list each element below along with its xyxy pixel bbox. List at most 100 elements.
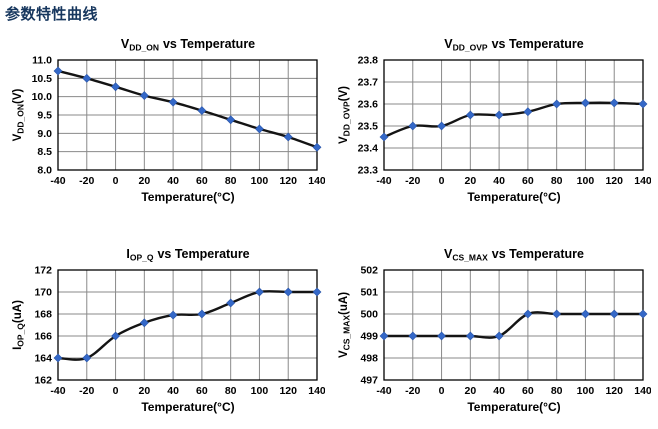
- x-tick-label: -20: [405, 175, 420, 187]
- data-point-marker: [523, 309, 533, 319]
- y-tick-label: 23.6: [358, 99, 379, 111]
- data-point-marker: [581, 309, 590, 319]
- x-tick-label: 140: [634, 385, 651, 397]
- plot-area: 162 164 166 168 170 172 -40 -20 0 20 40 60 80 100 120 1…: [34, 265, 325, 398]
- data-point-marker: [581, 98, 590, 108]
- chart-vcs-max: VCS_MAX vs Temperature VCS_MAX(uA) Temper…: [336, 244, 652, 424]
- data-point-marker: [379, 132, 389, 142]
- data-point-marker: [609, 309, 619, 319]
- y-tick-label: 23.5: [358, 121, 379, 133]
- x-tick-label: 100: [251, 385, 269, 397]
- data-point-marker: [111, 82, 120, 92]
- x-tick-label: 40: [493, 175, 505, 187]
- y-axis-label: VDD_ON(V): [12, 88, 26, 141]
- data-point-marker: [494, 331, 504, 341]
- data-point-marker: [312, 287, 322, 297]
- x-tick-label: -20: [79, 175, 94, 187]
- series-line: [382, 311, 645, 339]
- x-tick-label: 80: [225, 385, 237, 397]
- x-tick-label: 120: [279, 175, 297, 187]
- y-tick-label: 168: [34, 309, 52, 321]
- data-point-marker: [609, 98, 619, 108]
- y-axis-label: IOP_Q(uA): [12, 300, 26, 350]
- y-tick-label: 502: [360, 265, 378, 277]
- x-tick-label: 60: [196, 175, 208, 187]
- x-tick-label: 40: [167, 175, 179, 187]
- data-point-marker: [638, 99, 648, 109]
- data-point-marker: [82, 73, 92, 83]
- x-tick-label: -40: [376, 385, 391, 397]
- y-axis-label: VCS_MAX(uA): [338, 292, 352, 358]
- series-line: [56, 69, 319, 149]
- series-line: [56, 290, 319, 361]
- data-point-marker: [53, 66, 63, 76]
- x-tick-label: 140: [308, 175, 325, 187]
- plot-area: 497 498 499 500 501 502 -40 -20 0 20 40 60 80 100 120 1…: [360, 265, 651, 398]
- plot-frame: [383, 59, 644, 171]
- data-point-marker: [168, 310, 178, 320]
- data-point-marker: [226, 298, 236, 308]
- x-tick-label: 0: [113, 385, 119, 397]
- chart-title: VCS_MAX vs Temperature: [444, 247, 584, 263]
- x-tick-label: 60: [522, 385, 534, 397]
- data-point-marker: [465, 331, 475, 341]
- x-tick-label: 20: [464, 175, 476, 187]
- x-tick-label: 40: [493, 385, 505, 397]
- data-point-marker: [379, 331, 389, 341]
- x-tick-label: -40: [376, 175, 391, 187]
- data-point-marker: [408, 121, 418, 131]
- data-point-marker: [523, 107, 533, 117]
- plot-area: 23.3 23.4 23.5 23.6 23.7 23.8 -40 -20 0 20 40 60 80 1…: [358, 55, 652, 188]
- y-tick-label: 23.4: [358, 143, 379, 155]
- data-point-marker: [552, 309, 562, 319]
- y-tick-label: 162: [34, 375, 52, 387]
- x-tick-label: -40: [50, 385, 65, 397]
- plot-area: 8.0 8.5 9.0 9.5 10.0 10.5 11.0 -40 -20 0 20 40 60 80 1…: [32, 55, 326, 188]
- chart-vdd-ovp-svg: VDD_OVP vs Temperature VDD_OVP(V) Tempera…: [338, 37, 652, 204]
- data-point-marker: [139, 91, 149, 100]
- data-point-marker: [111, 331, 120, 341]
- data-point-marker: [139, 318, 149, 328]
- chart-title: VDD_ON vs Temperature: [121, 37, 255, 53]
- x-tick-label: 0: [439, 175, 445, 187]
- data-point-marker: [437, 121, 446, 131]
- y-tick-label: 8.5: [37, 146, 52, 158]
- y-tick-label: 10.5: [32, 73, 53, 85]
- x-tick-label: 80: [225, 175, 237, 187]
- y-tick-label: 23.8: [358, 55, 379, 67]
- y-tick-label: 11.0: [32, 55, 52, 67]
- data-point-marker: [197, 309, 207, 319]
- data-point-marker: [437, 331, 446, 341]
- data-point-marker: [638, 309, 648, 319]
- data-point-marker: [408, 331, 418, 341]
- plot-frame: [57, 59, 318, 171]
- data-point-marker: [82, 353, 92, 363]
- data-point-marker: [465, 110, 475, 120]
- x-tick-label: 100: [577, 175, 595, 187]
- x-tick-label: 120: [605, 385, 623, 397]
- x-tick-label: 60: [196, 385, 208, 397]
- y-tick-label: 497: [360, 375, 378, 387]
- chart-iop-q-svg: IOP_Q vs Temperature IOP_Q(uA) Temperatur…: [12, 247, 326, 414]
- x-axis-label: Temperature(°C): [141, 190, 234, 204]
- data-point-marker: [255, 287, 264, 297]
- chart-vdd-ovp: VDD_OVP vs Temperature VDD_OVP(V) Tempera…: [336, 34, 652, 214]
- x-tick-label: -20: [79, 385, 94, 397]
- x-tick-label: -20: [405, 385, 420, 397]
- plot-frame: [57, 269, 318, 381]
- x-axis-label: Temperature(°C): [467, 190, 560, 204]
- chart-vdd-on-svg: VDD_ON vs Temperature VDD_ON(V) Temperatu…: [12, 37, 326, 204]
- data-point-marker: [197, 106, 207, 116]
- x-tick-label: 0: [113, 175, 119, 187]
- y-tick-label: 9.5: [37, 110, 52, 122]
- data-point-marker: [226, 115, 236, 125]
- y-tick-label: 498: [360, 353, 378, 365]
- x-tick-label: 20: [464, 385, 476, 397]
- x-tick-label: 120: [605, 175, 623, 187]
- y-tick-label: 500: [360, 309, 378, 321]
- x-tick-label: 40: [167, 385, 179, 397]
- data-point-marker: [283, 132, 293, 142]
- chart-vdd-on: VDD_ON vs Temperature VDD_ON(V) Temperatu…: [10, 34, 326, 214]
- x-tick-label: 140: [634, 175, 651, 187]
- data-point-marker: [552, 99, 562, 109]
